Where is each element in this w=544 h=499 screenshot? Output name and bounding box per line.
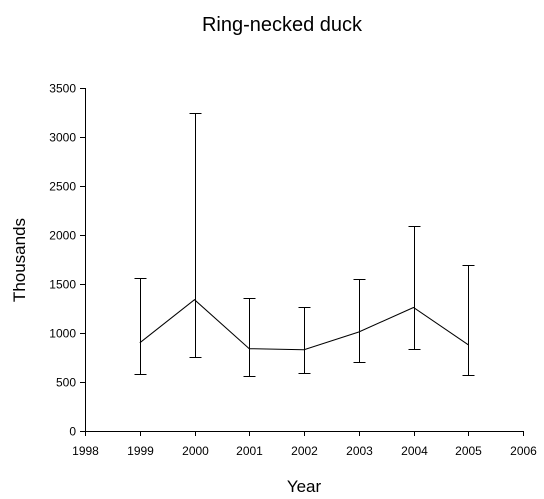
chart-title: Ring-necked duck	[202, 14, 363, 36]
x-tick-label: 2005	[455, 444, 482, 458]
x-tick-label: 2001	[236, 444, 263, 458]
y-tick-label: 3500	[49, 82, 76, 96]
x-tick-label: 2006	[510, 444, 537, 458]
x-tick-label: 1998	[72, 444, 99, 458]
series-line	[139, 299, 469, 351]
y-ticks: 0 500 1000 1500 2000 2500 3000 3500	[49, 82, 85, 439]
x-tick-label: 2000	[182, 444, 209, 458]
y-tick-label: 1500	[49, 278, 76, 292]
y-tick-label: 2000	[49, 229, 76, 243]
x-tick-label: 1999	[127, 444, 154, 458]
x-tick-label: 2003	[346, 444, 373, 458]
y-axis-label: Thousands	[10, 218, 29, 302]
x-ticks: 1998 1999 2000 2001 2002 2003 2004 2005 2006	[72, 431, 537, 458]
x-axis-label: Year	[287, 477, 322, 496]
y-tick-label: 1000	[49, 327, 76, 341]
y-tick-label: 500	[56, 376, 76, 390]
series-layer	[139, 299, 469, 351]
y-tick-label: 0	[69, 425, 76, 439]
error-bars	[134, 113, 475, 377]
x-tick-label: 2004	[401, 444, 428, 458]
y-tick-label: 2500	[49, 180, 76, 194]
y-tick-label: 3000	[49, 131, 76, 145]
x-tick-label: 2002	[291, 444, 318, 458]
